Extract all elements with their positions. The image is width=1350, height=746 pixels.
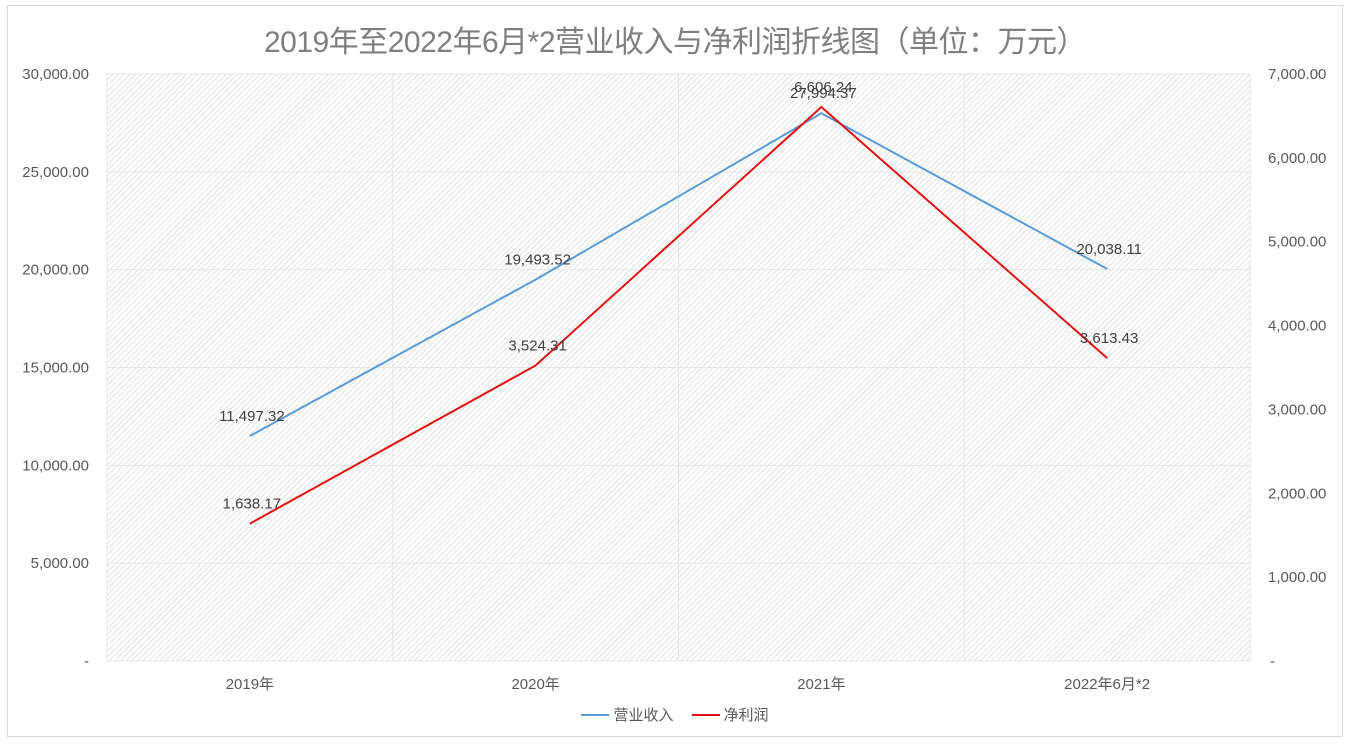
- revenue-data-label: 20,038.11: [1076, 241, 1142, 258]
- right-axis: 7,000.00 6,000.00 5,000.00 4,000.00 3,000.00…: [1268, 66, 1326, 670]
- x-axis-category-label: 2021年: [797, 676, 845, 693]
- right-axis-tick-label: -: [1270, 653, 1275, 670]
- net-profit-data-label: 1,638.17: [223, 496, 281, 513]
- left-axis-tick-label: 30,000.00: [22, 66, 89, 83]
- left-axis-tick-label: 15,000.00: [22, 360, 89, 377]
- net-profit-line-swatch-icon: [691, 713, 720, 716]
- left-axis-tick-label: -: [84, 653, 89, 670]
- right-axis-tick-label: 1,000.00: [1268, 569, 1326, 586]
- right-axis-tick-label: 3,000.00: [1268, 401, 1326, 418]
- legend-item-revenue[interactable]: 营业收入: [581, 704, 674, 725]
- gridlines: [106, 73, 1251, 662]
- left-axis-tick-label: 10,000.00: [22, 457, 89, 474]
- net-profit-data-label: 3,524.31: [508, 337, 566, 354]
- chart-title: 2019年至2022年6月*2营业收入与净利润折线图（单位：万元）: [263, 26, 1087, 59]
- net-profit-data-label: 3,613.43: [1080, 330, 1138, 347]
- legend: 营业收入 净利润: [0, 704, 1350, 725]
- x-axis: 2019年 2020年 2021年 2022年6月*2: [226, 676, 1150, 693]
- legend-item-net-profit[interactable]: 净利润: [691, 704, 769, 725]
- right-axis-tick-label: 6,000.00: [1268, 150, 1326, 167]
- legend-label-net-profit: 净利润: [723, 707, 769, 724]
- revenue-data-label: 19,493.52: [504, 252, 571, 269]
- right-axis-tick-label: 4,000.00: [1268, 318, 1326, 335]
- right-axis-tick-label: 2,000.00: [1268, 485, 1326, 502]
- revenue-data-label: 11,497.32: [219, 408, 285, 425]
- right-axis-tick-label: 5,000.00: [1268, 234, 1326, 251]
- legend-label-revenue: 营业收入: [613, 707, 674, 724]
- left-axis-tick-label: 25,000.00: [22, 164, 89, 181]
- net-profit-data-labels: 1,638.17 3,524.31 6,606.24 3,613.43: [223, 79, 1139, 513]
- left-axis: 30,000.00 25,000.00 20,000.00 15,000.00 10,0…: [22, 66, 89, 670]
- left-axis-tick-label: 5,000.00: [31, 555, 89, 572]
- revenue-data-label: 27,994.37: [790, 85, 857, 102]
- x-axis-category-label: 2019年: [226, 676, 274, 693]
- revenue-line-swatch-icon: [581, 713, 610, 716]
- left-axis-tick-label: 20,000.00: [22, 262, 89, 279]
- net-profit-line: [249, 105, 1108, 525]
- revenue-line: [249, 112, 1108, 437]
- x-axis-category-label: 2022年6月*2: [1064, 676, 1150, 693]
- revenue-data-labels: 11,497.32 19,493.52 27,994.37 20,038.11: [219, 85, 1142, 425]
- x-axis-category-label: 2020年: [511, 676, 559, 693]
- net-profit-data-label: 6,606.24: [794, 79, 852, 96]
- right-axis-tick-label: 7,000.00: [1268, 66, 1326, 83]
